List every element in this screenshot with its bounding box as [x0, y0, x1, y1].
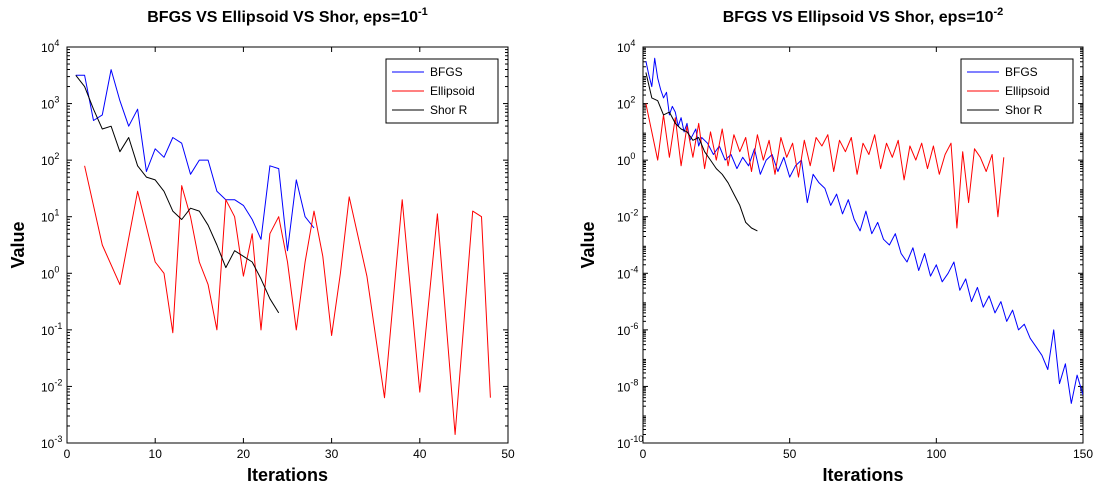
- plot-area-frame: [66, 46, 509, 444]
- y-tick-base: 10: [41, 324, 55, 338]
- y-tick-label: 10-8: [617, 377, 638, 394]
- y-tick-label: 10-1: [41, 321, 62, 338]
- series-line-bfgs: [645, 57, 1083, 404]
- chart-title-exponent: -1: [418, 6, 428, 18]
- y-tick-label: 10-2: [617, 208, 638, 225]
- y-axis-label: Value: [8, 221, 28, 268]
- y-tick-label: 100: [617, 151, 635, 168]
- legend-label: Shor R: [1005, 103, 1043, 117]
- y-tick-exponent: -8: [630, 377, 638, 387]
- y-tick-label: 102: [617, 95, 635, 112]
- y-tick-exponent: 4: [54, 38, 59, 48]
- legend-label: Ellipsoid: [1005, 84, 1050, 98]
- y-tick-exponent: -1: [54, 321, 62, 331]
- x-tick-label: 30: [325, 447, 339, 461]
- x-tick-label: 10: [149, 447, 163, 461]
- series-line-shor-r: [645, 72, 758, 232]
- chart-title: BFGS VS Ellipsoid VS Shor, eps=10-1: [147, 6, 428, 26]
- y-tick-label: 104: [41, 38, 59, 55]
- x-tick-label: 40: [413, 447, 427, 461]
- y-tick-base: 10: [41, 211, 55, 225]
- y-tick-exponent: 0: [54, 264, 59, 274]
- y-tick-base: 10: [41, 437, 55, 451]
- y-tick-base: 10: [617, 211, 631, 225]
- y-tick-base: 10: [41, 380, 55, 394]
- y-tick-exponent: 2: [630, 95, 635, 105]
- legend-label: BFGS: [1005, 65, 1038, 79]
- y-tick-base: 10: [617, 437, 631, 451]
- y-tick-base: 10: [41, 98, 55, 112]
- y-tick-base: 10: [617, 41, 631, 55]
- legend-label: Shor R: [430, 103, 468, 117]
- y-tick-label: 10-2: [41, 377, 62, 394]
- y-tick-label: 10-3: [41, 434, 62, 451]
- series-group: [75, 69, 491, 435]
- y-tick-base: 10: [41, 267, 55, 281]
- y-tick-exponent: 2: [54, 151, 59, 161]
- y-tick-exponent: 0: [630, 151, 635, 161]
- y-tick-exponent: -2: [630, 208, 638, 218]
- y-tick-base: 10: [41, 41, 55, 55]
- y-tick-label: 100: [41, 264, 59, 281]
- y-tick-label: 102: [41, 151, 59, 168]
- chart-title: BFGS VS Ellipsoid VS Shor, eps=10-2: [723, 6, 1004, 26]
- legend-label: Ellipsoid: [430, 84, 475, 98]
- x-tick-label: 50: [783, 447, 797, 461]
- y-tick-exponent: -4: [630, 264, 638, 274]
- y-tick-exponent: -3: [54, 434, 62, 444]
- y-tick-label: 10-10: [617, 434, 643, 451]
- y-tick-base: 10: [617, 267, 631, 281]
- x-axis-label: Iterations: [247, 465, 328, 485]
- y-tick-exponent: -2: [54, 377, 62, 387]
- plot-area-frame: [642, 46, 1084, 444]
- series-group: [645, 57, 1083, 404]
- series-line-bfgs: [75, 69, 315, 252]
- y-tick-exponent: -10: [630, 434, 643, 444]
- legend: BFGS Ellipsoid Shor R: [385, 58, 499, 124]
- y-tick-base: 10: [41, 154, 55, 168]
- y-tick-exponent: 1: [54, 208, 59, 218]
- series-line-shor-r: [75, 74, 280, 314]
- chart-title-text: BFGS VS Ellipsoid VS Shor, eps=10: [723, 9, 994, 26]
- y-tick-exponent: 3: [54, 95, 59, 105]
- x-axis-label: Iterations: [822, 465, 903, 485]
- x-tick-label: 50: [501, 447, 515, 461]
- y-axis-label: Value: [578, 221, 598, 268]
- x-tick-label: 0: [640, 447, 647, 461]
- y-tick-base: 10: [617, 380, 631, 394]
- y-tick-label: 101: [41, 208, 59, 225]
- y-tick-base: 10: [617, 154, 631, 168]
- legend: BFGS Ellipsoid Shor R: [960, 58, 1074, 124]
- chart-title-text: BFGS VS Ellipsoid VS Shor, eps=10: [147, 9, 418, 26]
- y-tick-label: 10-6: [617, 321, 638, 338]
- series-line-ellipsoid: [645, 103, 1005, 229]
- y-tick-base: 10: [617, 324, 631, 338]
- y-tick-label: 10-4: [617, 264, 638, 281]
- y-tick-label: 104: [617, 38, 635, 55]
- x-tick-label: 150: [1073, 447, 1093, 461]
- chart-2: BFGS VS Ellipsoid VS Shor, eps=10-20 50 10…: [578, 6, 1093, 485]
- y-tick-base: 10: [617, 98, 631, 112]
- x-tick-label: 20: [237, 447, 251, 461]
- x-tick-label: 0: [64, 447, 71, 461]
- y-tick-label: 103: [41, 95, 59, 112]
- series-line-ellipsoid: [84, 165, 491, 435]
- x-tick-label: 100: [926, 447, 946, 461]
- chart-1: BFGS VS Ellipsoid VS Shor, eps=10-10 10 20…: [8, 6, 515, 485]
- y-tick-exponent: -6: [630, 321, 638, 331]
- legend-label: BFGS: [430, 65, 463, 79]
- y-tick-exponent: 4: [630, 38, 635, 48]
- chart-title-exponent: -2: [993, 6, 1003, 18]
